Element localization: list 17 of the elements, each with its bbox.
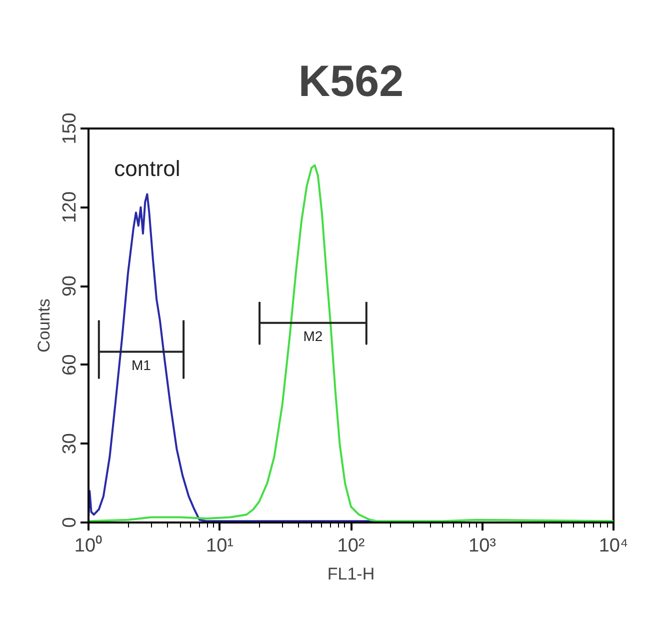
x-tick-label: 10¹	[206, 536, 234, 556]
y-tick-label: 30	[60, 433, 80, 454]
y-tick-label: 120	[60, 191, 80, 224]
y-tick-label: 60	[60, 354, 80, 376]
x-tick-label: 10²	[337, 536, 365, 556]
y-tick-label: 150	[60, 112, 80, 144]
series-label: M1	[132, 356, 152, 373]
series-label: control	[114, 156, 180, 182]
x-tick-label: 10⁴	[598, 536, 628, 556]
y-tick-label: 0	[60, 517, 80, 528]
y-axis-title: Counts	[34, 298, 54, 352]
x-axis-title: FL1-H	[327, 564, 375, 584]
chart-title: K562	[298, 57, 404, 106]
series-label: M2	[303, 328, 323, 344]
x-tick-label: 10⁰	[74, 534, 103, 556]
y-tick-label: 90	[60, 276, 80, 297]
x-tick-label: 10³	[468, 536, 496, 556]
